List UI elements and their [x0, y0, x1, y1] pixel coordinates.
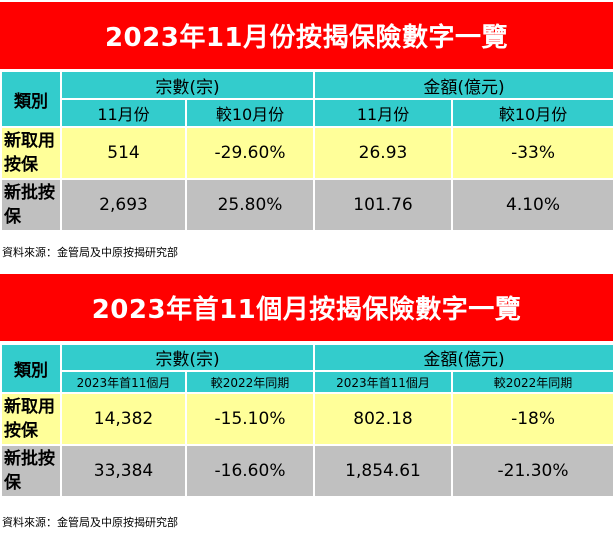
count-cur-cell: 514	[60, 126, 187, 180]
section2-header-row-2: 2023年首11個月 較2022年同期 2023年首11個月 較2022年同期	[1, 370, 613, 394]
table-row: 新取用按保 514 -29.60% 26.93 -33%	[0, 126, 613, 180]
section2-title-banner: 2023年首11個月按揭保險數字一覽	[0, 274, 613, 341]
count-cmp-cell: -16.60%	[184, 444, 316, 498]
section1-table: 類別 宗數(宗) 金額(億元) 11月份 較10月份 11月份 較10月份 新取…	[0, 70, 613, 232]
amount-cmp-cell: -33%	[451, 126, 613, 180]
section2-header-row-1: 類別 宗數(宗) 金額(億元)	[0, 343, 613, 394]
section1-count-cur-header: 11月份	[60, 98, 187, 128]
section2-count-cmp-header: 較2022年同期	[184, 370, 316, 394]
count-cmp-cell: 25.80%	[184, 178, 316, 232]
amount-cmp-cell: -21.30%	[451, 444, 613, 498]
amount-cur-cell: 101.76	[313, 178, 454, 232]
table-row: 新批按保 33,384 -16.60% 1,854.61 -21.30%	[0, 444, 613, 498]
section2-table: 類別 宗數(宗) 金額(億元) 2023年首11個月 較2022年同期 2023…	[0, 343, 613, 498]
count-cmp-cell: -15.10%	[184, 392, 316, 446]
section1-category-header: 類別	[0, 70, 62, 128]
section2-count-cur-header: 2023年首11個月	[60, 370, 187, 394]
row-label: 新取用按保	[0, 392, 62, 446]
section2-source-note: 資料來源：金管局及中原按揭研究部	[2, 516, 178, 529]
section1-amount-cur-header: 11月份	[313, 98, 454, 128]
section1-title-banner: 2023年11月份按揭保險數字一覽	[0, 2, 613, 69]
section2-count-group-header: 宗數(宗)	[59, 343, 316, 372]
section1-amount-cmp-header: 較10月份	[451, 98, 613, 128]
section1-header-row-2: 11月份 較10月份 11月份 較10月份	[1, 98, 613, 128]
row-label: 新批按保	[0, 178, 62, 232]
amount-cur-cell: 1,854.61	[313, 444, 454, 498]
section1-count-group-header: 宗數(宗)	[59, 70, 316, 100]
count-cur-cell: 14,382	[60, 392, 187, 446]
section1-header-row-1: 類別 宗數(宗) 金額(億元)	[0, 70, 613, 128]
count-cur-cell: 33,384	[60, 444, 187, 498]
section2-amount-group-header: 金額(億元)	[313, 343, 613, 372]
row-label: 新批按保	[0, 444, 62, 498]
row-label: 新取用按保	[0, 126, 62, 180]
count-cur-cell: 2,693	[60, 178, 187, 232]
amount-cmp-cell: 4.10%	[451, 178, 613, 232]
table-row: 新取用按保 14,382 -15.10% 802.18 -18%	[0, 392, 613, 446]
section2-amount-cur-header: 2023年首11個月	[313, 370, 454, 394]
amount-cmp-cell: -18%	[451, 392, 613, 446]
section2-title: 2023年首11個月按揭保險數字一覽	[91, 295, 522, 325]
section1-amount-group-header: 金額(億元)	[313, 70, 613, 100]
section2-category-header: 類別	[0, 343, 62, 394]
amount-cur-cell: 802.18	[313, 392, 454, 446]
count-cmp-cell: -29.60%	[184, 126, 316, 180]
section1-source-note: 資料來源：金管局及中原按揭研究部	[2, 246, 178, 259]
section1-title: 2023年11月份按揭保險數字一覽	[104, 23, 509, 53]
section1-count-cmp-header: 較10月份	[184, 98, 316, 128]
section2-amount-cmp-header: 較2022年同期	[451, 370, 613, 394]
table-row: 新批按保 2,693 25.80% 101.76 4.10%	[0, 178, 613, 232]
amount-cur-cell: 26.93	[313, 126, 454, 180]
